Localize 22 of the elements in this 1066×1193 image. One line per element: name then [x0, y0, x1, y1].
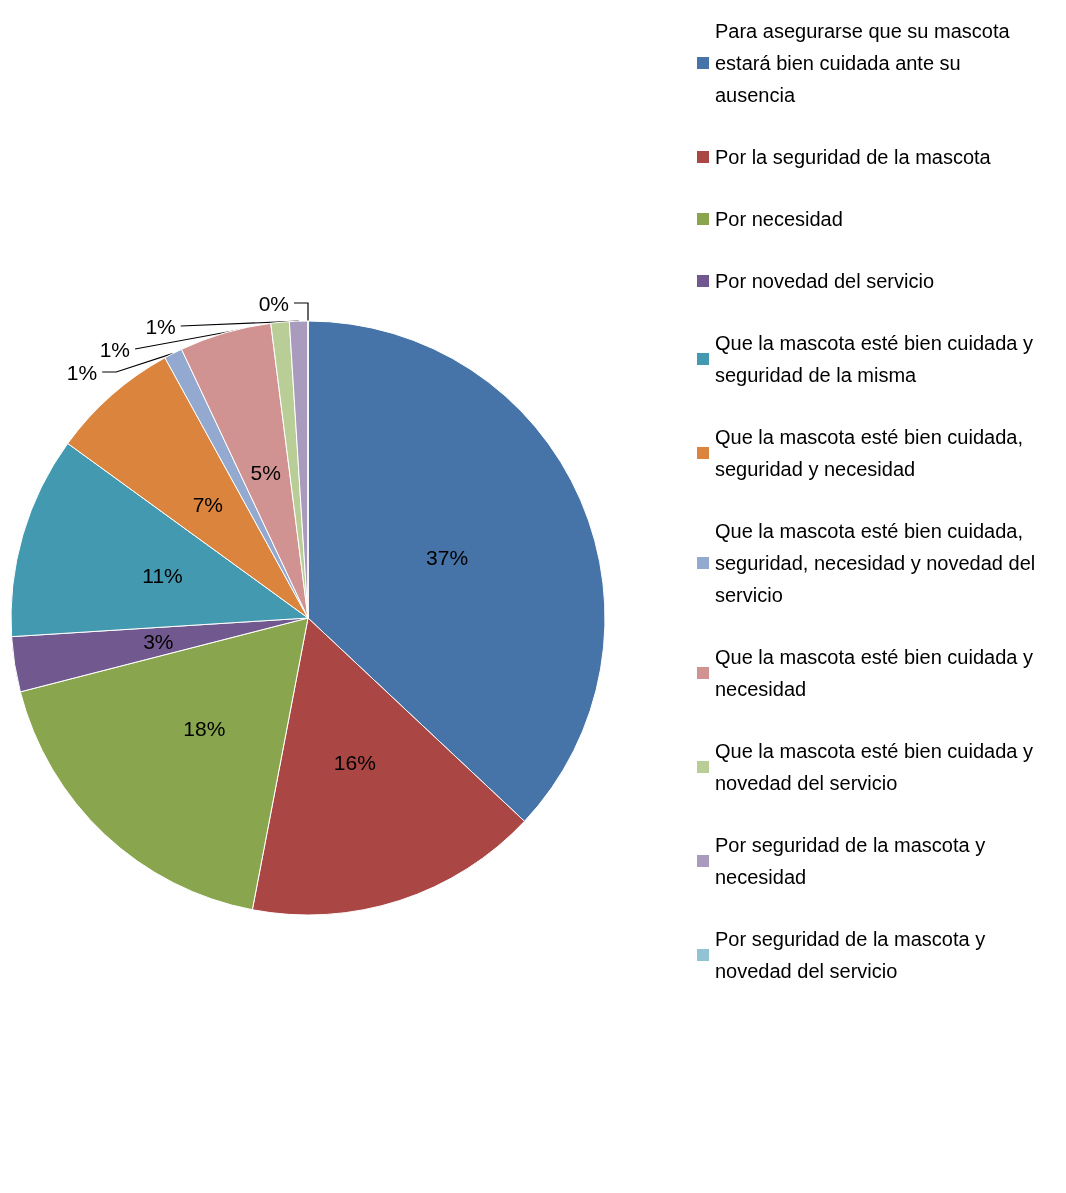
- data-label: 1%: [145, 314, 176, 338]
- text: 0%: [258, 291, 289, 315]
- data-label: 18%: [183, 716, 226, 740]
- legend-label: Que la mascota esté bien cuidada, seguridad y necesidad: [715, 426, 1029, 480]
- data-label: 3%: [143, 630, 174, 654]
- data-label: 5%: [250, 461, 281, 485]
- legend-label: Que la mascota esté bien cuidada y seguridad de la misma: [715, 332, 1039, 386]
- legend-label: Que la mascota esté bien cuidada y necesidad: [715, 646, 1039, 700]
- data-label: 11%: [142, 564, 183, 588]
- data-label: 1%: [66, 360, 98, 384]
- legend-label: Para asegurarse que su mascota estará bien cuidada ante su ausencia: [715, 20, 1016, 106]
- data-label: 16%: [333, 750, 376, 774]
- data-label: 37%: [426, 546, 469, 570]
- legend-label: Por seguridad de la mascota y necesidad: [715, 834, 991, 888]
- data-label: 1%: [99, 337, 131, 361]
- legend-label: Por seguridad de la mascota y novedad del servicio: [715, 928, 991, 982]
- legend-label: Que la mascota esté bien cuidada y novedad del servicio: [715, 740, 1039, 794]
- legend-label: Por la seguridad de la mascota: [715, 146, 992, 168]
- legend-label: Por novedad del servicio: [715, 270, 935, 292]
- legend-label: Por necesidad: [715, 208, 843, 230]
- data-label: 7%: [192, 492, 223, 516]
- legend-label: Que la mascota esté bien cuidada, seguridad, necesidad y novedad del servicio: [715, 520, 1041, 606]
